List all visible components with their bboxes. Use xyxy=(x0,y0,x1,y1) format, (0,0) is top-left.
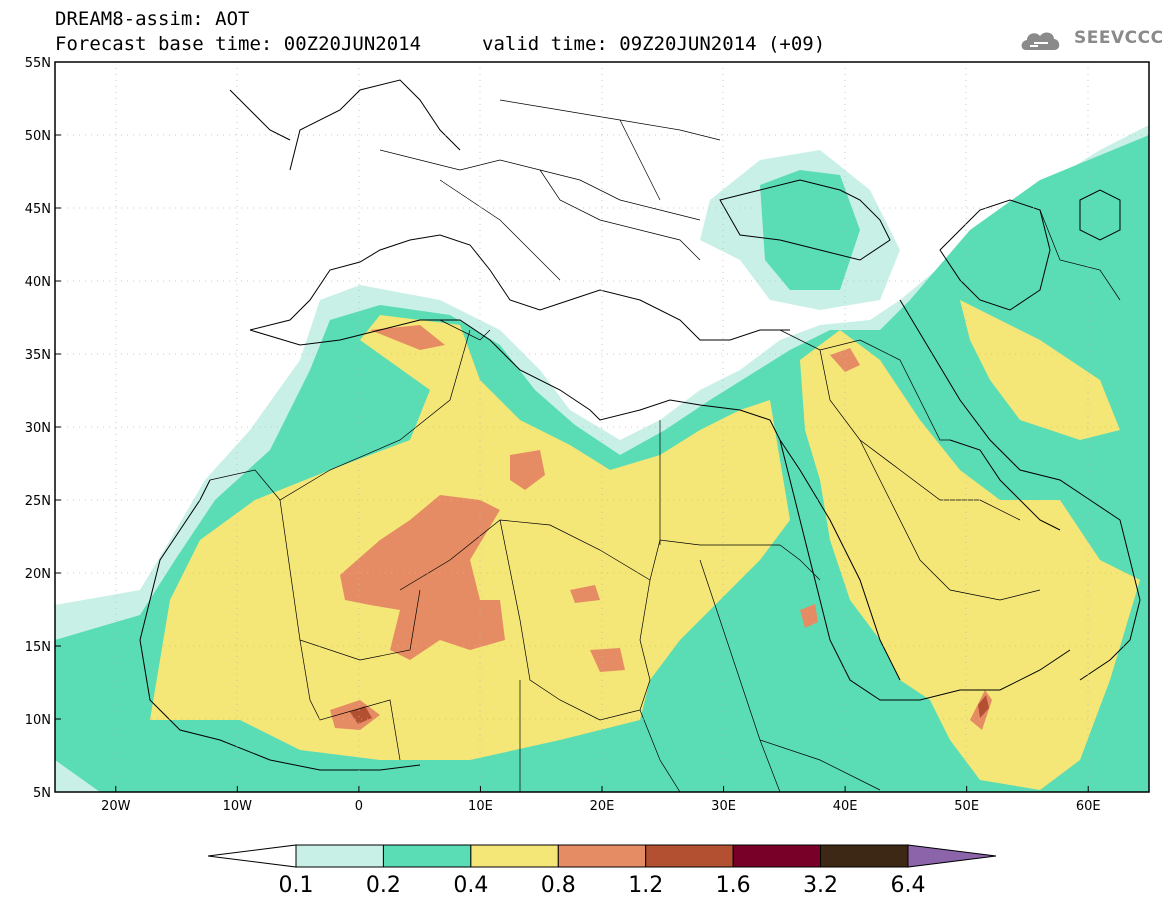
field-0.8-libya xyxy=(510,450,545,490)
colorbar-box xyxy=(820,844,909,868)
lon-tick-label: 50E xyxy=(954,799,979,814)
lat-tick-label: 15N xyxy=(25,640,51,655)
colorbar-label: 0.4 xyxy=(453,873,488,898)
lat-tick-label: 55N xyxy=(25,56,51,71)
field-1.2-somalia xyxy=(978,695,989,718)
lat-tick-label: 35N xyxy=(25,348,51,363)
lat-tick-label: 30N xyxy=(25,421,51,436)
grid-lines xyxy=(55,62,1149,792)
cloud-logo-icon xyxy=(1021,32,1060,50)
latitude-axis: 55N 50N 45N 40N 35N 30N 25N 20N 15N 10N 5N xyxy=(25,56,61,801)
chart-title: DREAM8-assim: AOT xyxy=(55,8,250,30)
colorbar-label: 6.4 xyxy=(891,873,926,898)
lon-tick-label: 0 xyxy=(355,799,363,814)
colorbar-box xyxy=(732,844,822,868)
lat-tick-label: 50N xyxy=(25,129,51,144)
lon-tick-label: 10W xyxy=(223,799,253,814)
logo-text: SEEVCCC xyxy=(1074,28,1164,48)
field-0.4-arabia xyxy=(800,330,1140,790)
lon-tick-label: 60E xyxy=(1076,799,1101,814)
colorbar-box xyxy=(470,844,559,868)
coastlines-and-borders xyxy=(139,79,1141,792)
lat-tick-label: 10N xyxy=(25,713,51,728)
valid-time: valid time: 09Z20JUN2014 (+09) xyxy=(482,33,826,55)
forecast-base-time: Forecast base time: 00Z20JUN2014 xyxy=(55,33,422,55)
field-0.4-gulf xyxy=(960,300,1120,440)
field-0.8-iraq xyxy=(830,348,860,372)
colorbar-box xyxy=(557,844,647,868)
field-1.2-nigeria xyxy=(350,706,372,724)
lat-tick-label: 25N xyxy=(25,494,51,509)
lat-tick-label: 5N xyxy=(33,786,51,801)
colorbar-under-triangle xyxy=(207,844,297,868)
lon-tick-label: 10E xyxy=(468,799,493,814)
colorbar-label: 0.2 xyxy=(366,873,401,898)
colorbar-over-triangle xyxy=(907,844,997,868)
longitude-axis: 20W 10W 0 10E 20E 30E 40E 50E 60E xyxy=(101,786,1101,814)
lat-tick-label: 45N xyxy=(25,202,51,217)
field-0.8-chad xyxy=(590,648,625,672)
lat-tick-label: 40N xyxy=(25,275,51,290)
field-0.8-redsea xyxy=(800,604,818,628)
colorbar-label: 1.6 xyxy=(716,873,751,898)
colorbar-box xyxy=(645,844,734,868)
lat-tick-label: 20N xyxy=(25,567,51,582)
field-0.8-atlas xyxy=(370,325,445,350)
field-0.8-sahara xyxy=(340,495,505,660)
field-0.2-black-sea xyxy=(760,170,860,290)
lon-tick-label: 30E xyxy=(711,799,736,814)
field-0.8-sudan xyxy=(570,585,600,603)
colorbar-box xyxy=(382,844,472,868)
colorbar-label: 0.8 xyxy=(541,873,576,898)
colorbar-label: 1.2 xyxy=(628,873,663,898)
colorbar-box xyxy=(295,844,384,868)
lon-tick-label: 20W xyxy=(101,799,131,814)
colorbar-label: 3.2 xyxy=(803,873,838,898)
lon-tick-label: 20E xyxy=(590,799,615,814)
lon-tick-label: 40E xyxy=(833,799,858,814)
colorbar-label: 0.1 xyxy=(279,873,314,898)
